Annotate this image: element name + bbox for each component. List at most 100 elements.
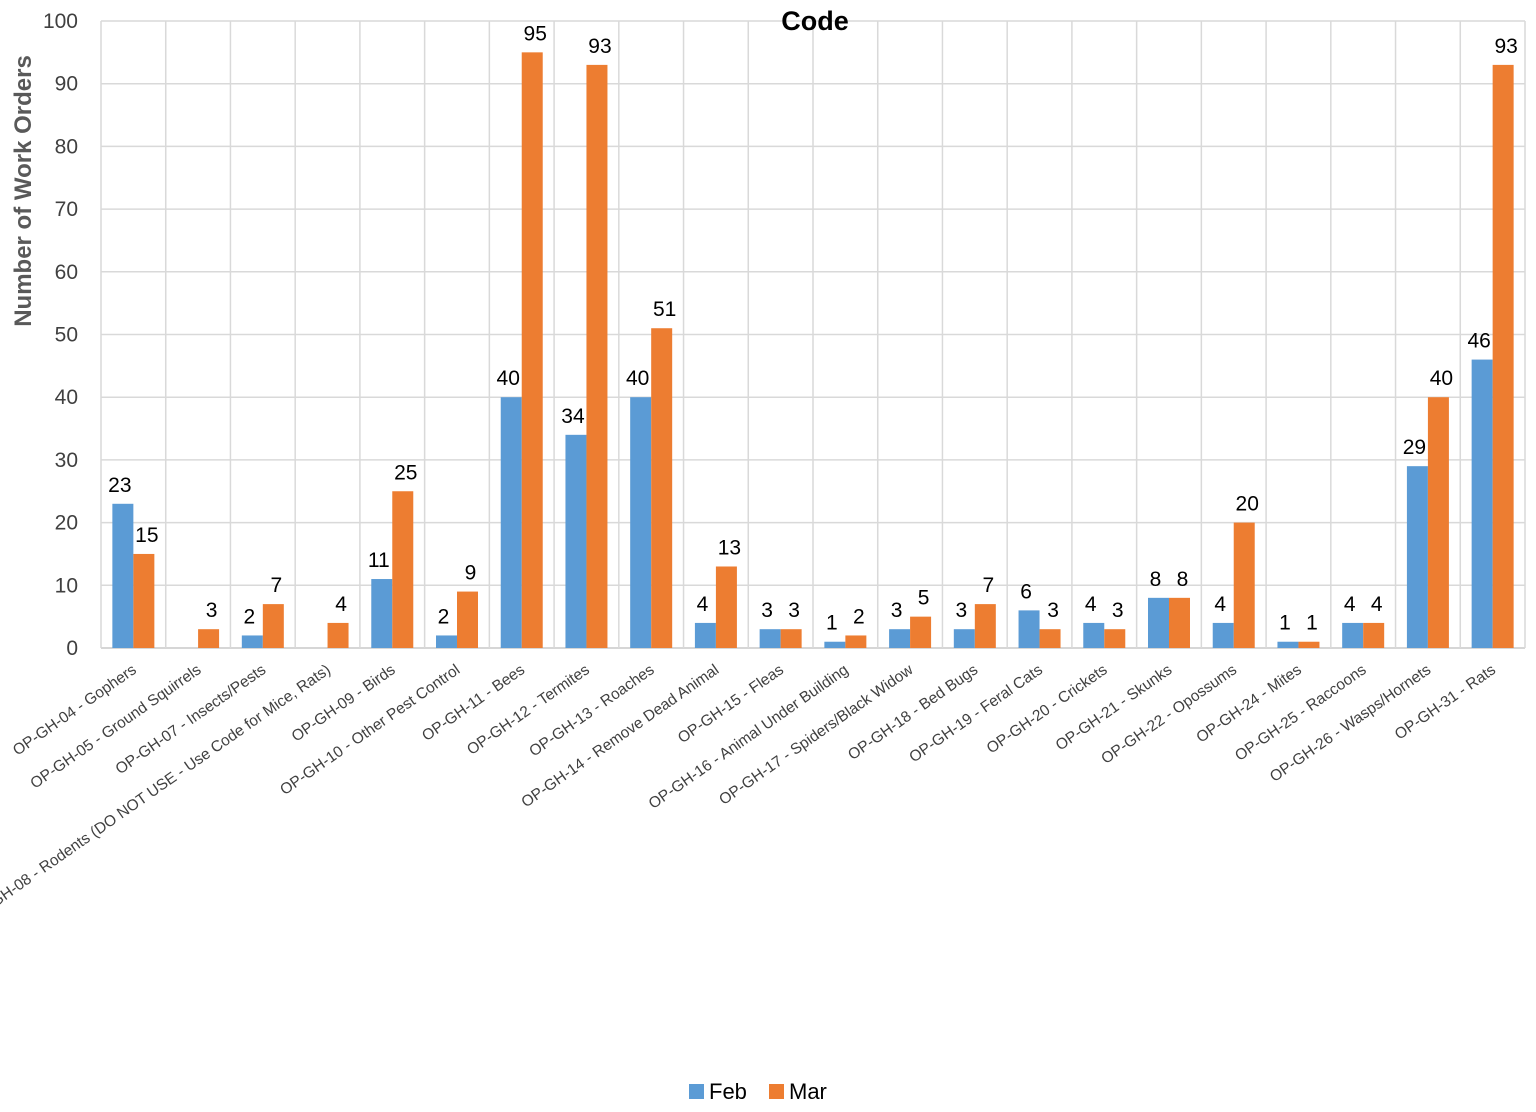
data-label: 40 [626, 367, 649, 390]
data-label: 46 [1467, 330, 1490, 353]
data-label: 93 [588, 35, 611, 58]
y-axis-title: Number of Work Orders [10, 55, 37, 327]
data-label: 5 [918, 587, 930, 610]
data-label: 7 [982, 574, 994, 597]
legend-swatch-mar [769, 1084, 784, 1099]
y-axis-ticks: 0 10 20 30 40 50 60 70 80 90 100 [43, 10, 78, 660]
bar-feb [1018, 610, 1040, 648]
bar-feb [371, 579, 393, 648]
x-tick-label: OP-GH-20 - Crickets [984, 661, 1111, 757]
data-label: 23 [108, 474, 131, 497]
data-label: 13 [718, 536, 741, 559]
data-label: 25 [394, 461, 417, 484]
bar-feb [500, 397, 522, 648]
bar-mar [910, 616, 932, 648]
y-tick-label: 10 [55, 574, 78, 597]
bar-feb [565, 434, 587, 648]
y-tick-label: 70 [55, 198, 78, 221]
bar-feb [1406, 466, 1428, 648]
data-label: 4 [1371, 593, 1383, 616]
bar-feb [1148, 597, 1169, 648]
bar-mar [1233, 522, 1255, 648]
y-tick-label: 40 [55, 386, 78, 409]
data-label: 15 [135, 524, 158, 547]
bar-mar [133, 553, 155, 648]
bar-mar [651, 328, 673, 648]
y-tick-label: 100 [43, 10, 78, 33]
data-label: 3 [788, 599, 800, 622]
bar-mar [715, 566, 737, 648]
x-tick-label: OP-GH-24 - Mites [1193, 661, 1305, 746]
data-label: 20 [1236, 493, 1259, 516]
data-label: 2 [438, 605, 450, 628]
legend-label-mar: Mar [789, 1079, 827, 1104]
data-label: 3 [206, 599, 218, 622]
data-label: 6 [1020, 580, 1032, 603]
legend-label-feb: Feb [709, 1079, 747, 1104]
data-label: 51 [653, 298, 676, 321]
data-label: 34 [561, 405, 585, 428]
data-label: 3 [1047, 599, 1059, 622]
data-label: 2 [853, 605, 865, 628]
bar-mar [1104, 629, 1126, 648]
bar-mar [1169, 597, 1190, 648]
bar-mar [974, 604, 996, 648]
bar-mar [845, 635, 867, 648]
y-tick-label: 30 [55, 449, 78, 472]
bar-mar [1427, 397, 1449, 648]
data-label: 1 [826, 612, 838, 635]
bar-feb [953, 629, 975, 648]
data-label: 8 [1177, 568, 1189, 591]
bar-feb [112, 503, 134, 648]
data-label: 29 [1403, 436, 1426, 459]
data-label: 3 [955, 599, 967, 622]
bar-feb [759, 629, 781, 648]
y-tick-label: 50 [55, 324, 78, 347]
bar-feb [824, 641, 846, 648]
bar-mar [262, 604, 284, 648]
data-label: 40 [1430, 367, 1453, 390]
data-label: 1 [1306, 612, 1318, 635]
data-label: 7 [270, 574, 282, 597]
bar-mar [198, 629, 220, 648]
bar-mar [1039, 629, 1061, 648]
bar-mar [1363, 622, 1385, 648]
bar-feb [694, 622, 716, 648]
bar-feb [1083, 622, 1105, 648]
bar-mar [521, 52, 543, 649]
bar-mar [586, 64, 608, 648]
bar-mar [392, 491, 414, 648]
gridlines [100, 20, 1526, 649]
y-tick-label: 80 [55, 135, 78, 158]
y-tick-label: 20 [55, 512, 78, 535]
data-label: 3 [761, 599, 773, 622]
bar-feb [436, 635, 457, 648]
data-label: 11 [368, 549, 390, 572]
x-tick-label: OP-GH-15 - Fleas [675, 661, 787, 747]
data-label: 95 [524, 22, 547, 45]
data-label: 8 [1150, 568, 1162, 591]
bar-mar [457, 591, 478, 648]
data-label: 4 [1085, 593, 1097, 616]
bar-feb [630, 397, 652, 648]
chart-title: Code [781, 6, 849, 36]
data-label: 9 [465, 562, 477, 585]
legend-swatch-feb [689, 1084, 704, 1099]
y-tick-label: 60 [55, 261, 78, 284]
data-label: 4 [697, 593, 709, 616]
bar-feb [1342, 622, 1364, 648]
data-label: 4 [1214, 593, 1226, 616]
data-label: 3 [891, 599, 903, 622]
bar-mar [1492, 64, 1514, 648]
bars [112, 52, 1514, 649]
bar-mar [1298, 641, 1320, 648]
bar-feb [241, 635, 263, 648]
data-label: 1 [1279, 612, 1291, 635]
data-label: 3 [1112, 599, 1124, 622]
bar-mar [780, 629, 802, 648]
bar-feb [889, 629, 911, 648]
data-label: 4 [1344, 593, 1356, 616]
